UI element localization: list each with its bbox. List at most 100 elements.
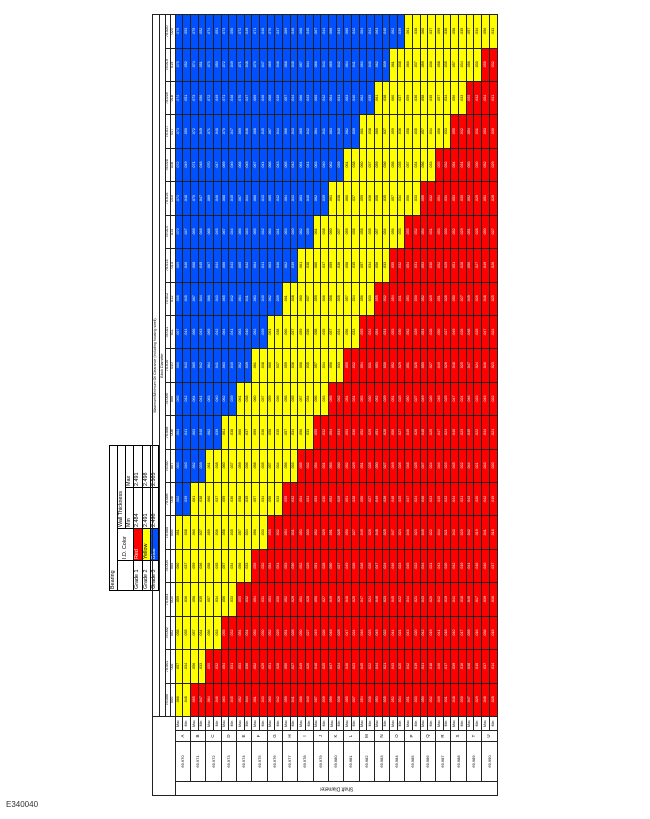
clearance-value-cell: .043 bbox=[320, 48, 329, 82]
clearance-value-cell: .057 bbox=[267, 449, 275, 483]
clearance-value-cell: .050 bbox=[420, 683, 428, 717]
clearance-value-cell: .060 bbox=[328, 215, 337, 249]
clearance-value-cell: .071 bbox=[221, 81, 229, 115]
clearance-value-cell: .026 bbox=[351, 549, 360, 583]
clearance-value-cell: .061 bbox=[328, 181, 337, 216]
clearance-value-cell: .059 bbox=[374, 148, 383, 182]
clearance-value-cell: .064 bbox=[236, 282, 245, 316]
clearance-value-cell: .035 bbox=[382, 181, 390, 216]
table-row: Min .045.031.032.033.034.035.036.037.038.… bbox=[228, 14, 237, 796]
clearance-value-cell: .059 bbox=[267, 382, 275, 416]
clearance-value-cell: .017 bbox=[489, 549, 498, 583]
clearance-value-cell: .055 bbox=[359, 315, 367, 349]
clearance-value-cell: .036 bbox=[382, 148, 390, 182]
clearance-value-cell: .040 bbox=[290, 215, 298, 249]
clearance-value-cell: .018 bbox=[443, 616, 451, 650]
clearance-value-cell: .064 bbox=[359, 14, 367, 49]
clearance-value-cell: .031 bbox=[290, 515, 298, 550]
table-row: 69.982 M Max .054.045.046.047.048.049.050.0… bbox=[359, 14, 375, 796]
max-min-label: Max bbox=[404, 716, 413, 731]
clearance-value-cell: .026 bbox=[412, 415, 421, 450]
clearance-value-cell: .038 bbox=[198, 482, 206, 516]
clearance-value-cell: .058 bbox=[359, 215, 367, 249]
clearance-value-cell: .039 bbox=[382, 48, 390, 82]
clearance-value-cell: .055 bbox=[466, 81, 474, 115]
grade-letter: C bbox=[205, 730, 222, 742]
clearance-value-cell: .054 bbox=[297, 482, 306, 516]
clearance-value-cell: .024 bbox=[366, 582, 375, 617]
clearance-value-cell: .042 bbox=[336, 48, 344, 82]
clearance-value-cell: .029 bbox=[489, 148, 498, 182]
clearance-value-cell: .045 bbox=[228, 181, 237, 216]
clearance-value-cell: .048 bbox=[228, 81, 237, 115]
clearance-value-cell: .032 bbox=[320, 415, 329, 450]
clearance-value-cell: .057 bbox=[420, 114, 428, 149]
clearance-value-cell: .068 bbox=[297, 14, 306, 49]
clearance-value-cell: .024 bbox=[351, 616, 360, 650]
clearance-value-cell: .019 bbox=[489, 482, 498, 516]
clearance-value-cell: .054 bbox=[328, 415, 337, 450]
table-row: 69.976 G Max .060.051.052.053.054.055.056.0… bbox=[267, 14, 283, 796]
clearance-value-cell: .034 bbox=[366, 248, 375, 283]
clearance-value-cell: .049 bbox=[466, 282, 474, 316]
clearance-value-cell: .034 bbox=[427, 114, 436, 149]
clearance-value-cell: .037 bbox=[351, 181, 360, 216]
clearance-value-cell: .045 bbox=[182, 282, 191, 316]
clearance-value-cell: .038 bbox=[213, 449, 222, 483]
clearance-value-cell: .015 bbox=[473, 649, 482, 684]
clearance-value-cell: .033 bbox=[274, 482, 283, 516]
shaft-diameter-value: 69.987 bbox=[435, 741, 451, 782]
clearance-value-cell: .048 bbox=[374, 515, 383, 550]
clearance-value-cell: .049 bbox=[328, 582, 337, 617]
clearance-value-cell: .048 bbox=[328, 616, 337, 650]
clearance-value-cell: .030 bbox=[397, 315, 405, 349]
clearance-value-cell: .065 bbox=[190, 348, 199, 383]
clearance-value-cell: .033 bbox=[198, 649, 206, 684]
clearance-value-cell: .040 bbox=[481, 549, 490, 583]
table-row: 69.975 F Max .061.052.053.054.055.056.057.0… bbox=[251, 14, 268, 796]
clearance-value-cell: .034 bbox=[182, 649, 191, 684]
clearance-value-cell: .052 bbox=[313, 515, 321, 550]
clearance-value-cell: .033 bbox=[366, 282, 375, 316]
clearance-value-cell: .041 bbox=[290, 181, 298, 216]
clearance-value-cell: .029 bbox=[397, 348, 405, 383]
clearance-value-cell: .052 bbox=[374, 382, 383, 416]
table-row: Min .039.025.026.027.028.029.030.031.032.… bbox=[320, 14, 329, 796]
clearance-value-cell: .073 bbox=[205, 48, 214, 82]
clearance-value-cell: .046 bbox=[435, 449, 444, 483]
clearance-value-cell: .062 bbox=[190, 449, 199, 483]
clearance-value-cell: .059 bbox=[282, 683, 291, 717]
clearance-value-cell: .073 bbox=[190, 81, 199, 115]
max-min-label: Min bbox=[259, 716, 268, 731]
clearance-value-cell: .043 bbox=[404, 616, 413, 650]
oil-clearance-table-wrapper: Maximum/Minimum Oil Clearance (including… bbox=[152, 14, 498, 796]
clearance-value-cell: .056 bbox=[267, 482, 275, 516]
clearance-value-cell: .030 bbox=[458, 683, 467, 717]
clearance-value-cell: .024 bbox=[427, 449, 436, 483]
clearance-value-cell: .070 bbox=[267, 14, 275, 49]
clearance-value-cell: .064 bbox=[313, 114, 321, 149]
clearance-value-cell: .035 bbox=[443, 48, 451, 82]
clearance-value-cell: .034 bbox=[320, 348, 329, 383]
clearance-value-cell: .056 bbox=[328, 348, 337, 383]
clearance-value-cell: .064 bbox=[328, 81, 337, 115]
clearance-value-cell: .023 bbox=[473, 382, 482, 416]
shaft-diameter-value: 69.970 bbox=[175, 741, 191, 782]
clearance-value-cell: .024 bbox=[397, 515, 405, 550]
legend-row-grade2: Grade 2 Yellow 2.491 2.498 bbox=[142, 445, 151, 591]
clearance-value-cell: .040 bbox=[336, 114, 344, 149]
clearance-value-cell: .039 bbox=[366, 81, 375, 115]
table-row: 69.979 J Max .057.048.049.050.051.052.053.0… bbox=[313, 14, 329, 796]
grade-letter: T bbox=[466, 730, 482, 742]
max-min-label: Max bbox=[435, 716, 444, 731]
clearance-value-cell: .037 bbox=[397, 81, 405, 115]
shaft-diameter-value: 69.989 bbox=[466, 741, 482, 782]
clearance-value-cell: .048 bbox=[466, 315, 474, 349]
clearance-value-cell: .024 bbox=[382, 549, 390, 583]
clearance-value-cell: .036 bbox=[427, 48, 436, 82]
clearance-value-cell: .060 bbox=[343, 181, 352, 216]
clearance-value-cell: .040 bbox=[450, 616, 459, 650]
clearance-value-cell: .061 bbox=[251, 348, 260, 383]
clearance-value-cell: .054 bbox=[236, 616, 245, 650]
clearance-value-cell: .037 bbox=[382, 114, 390, 149]
